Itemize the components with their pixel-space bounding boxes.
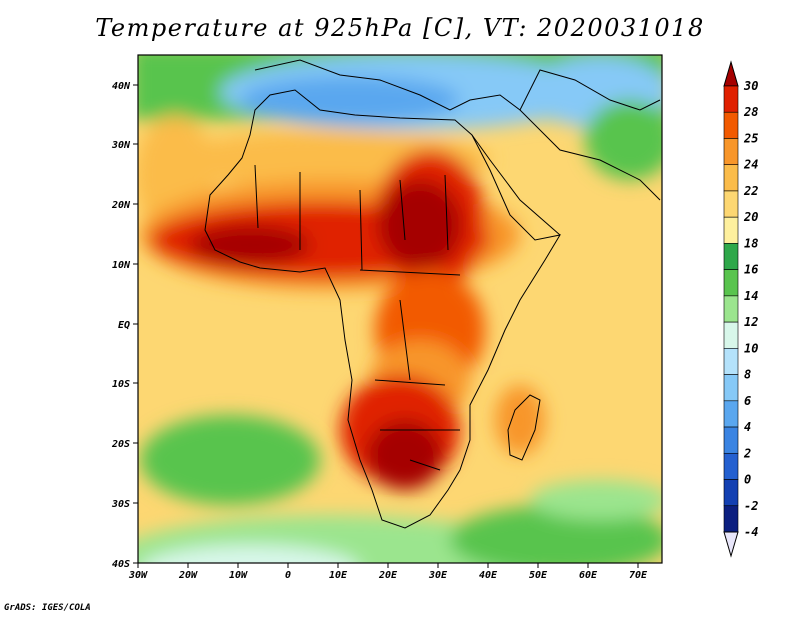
colorbar-swatch [723, 269, 739, 297]
colorbar-label: 16 [744, 263, 758, 277]
colorbar-swatch [723, 164, 739, 192]
latitude-axis: 40N 30N 20N 10N EQ 10S 20S 30S 40S [111, 81, 138, 570]
lon-label: 10E [329, 570, 348, 581]
colorbar-label: 4 [744, 420, 751, 434]
colorbar-label: 24 [743, 158, 758, 172]
lat-label: 10S [112, 379, 130, 390]
colorbar-swatch [723, 321, 739, 349]
lon-label: 50E [529, 570, 548, 581]
lat-label: 30N [111, 140, 131, 151]
colorbar-label: -2 [744, 499, 758, 513]
lon-label: 0 [285, 570, 291, 581]
colorbar-swatch [723, 348, 739, 375]
coastlines [204, 59, 661, 529]
grads-credit: GrADS: IGES/COLA [4, 603, 91, 613]
colorbar-label: 25 [743, 131, 758, 145]
colorbar-swatch [723, 60, 739, 87]
colorbar-swatch [723, 479, 739, 507]
colorbar-swatch [723, 426, 739, 454]
colorbar-swatch [723, 111, 739, 139]
colorbar-swatch [723, 374, 739, 402]
colorbar-swatch [723, 505, 739, 533]
lon-label: 30E [428, 570, 448, 581]
chart-title: Temperature at 925hPa [C], VT: 202003101… [95, 14, 705, 42]
lon-label: 60E [579, 570, 598, 581]
colorbar-swatch [723, 138, 739, 166]
colorbar-label: 10 [744, 341, 758, 355]
lon-label: 10W [229, 570, 248, 581]
colorbar-label: 2 [743, 446, 751, 460]
lon-label: 70E [629, 570, 648, 581]
temperature-field [138, 55, 662, 563]
map-frame [137, 54, 663, 564]
colorbar-label: 22 [743, 184, 758, 198]
colorbar-swatch [723, 400, 739, 428]
lon-label: 20E [378, 570, 398, 581]
colorbar-label: 30 [743, 79, 758, 93]
lon-label: 40E [479, 570, 498, 581]
lat-label: 20N [111, 200, 131, 211]
colorbar-label: 6 [744, 394, 751, 408]
longitude-axis: 30W 20W 10W 0 10E 20E 30E 40E 50E 60E 70… [128, 563, 648, 581]
colorbar-label: 20 [743, 210, 758, 224]
lat-label: 40S [112, 559, 130, 570]
colorbar-label: 14 [744, 289, 758, 303]
lat-label: 10N [112, 260, 131, 271]
colorbar-swatch [723, 216, 739, 244]
colorbar-swatch [723, 295, 739, 323]
lat-label: 40N [112, 81, 131, 92]
lon-label: 20W [178, 570, 198, 581]
lon-label: 30W [128, 570, 148, 581]
lat-label: 20S [111, 439, 130, 450]
colorbar-label: 12 [744, 315, 758, 329]
colorbar-label: -4 [744, 525, 758, 539]
colorbar-label: 0 [744, 473, 751, 487]
lat-label: 30S [111, 499, 130, 510]
colorbar-swatch [723, 243, 739, 270]
colorbar-swatch [723, 452, 739, 480]
colorbar-swatch [723, 85, 739, 113]
colorbar-label: 18 [744, 236, 758, 250]
colorbar-label: 28 [743, 105, 758, 119]
lat-label: EQ [118, 320, 130, 331]
colorbar-swatch [723, 190, 739, 218]
colorbar-swatch [723, 531, 739, 558]
colorbar-label: 8 [744, 368, 751, 382]
